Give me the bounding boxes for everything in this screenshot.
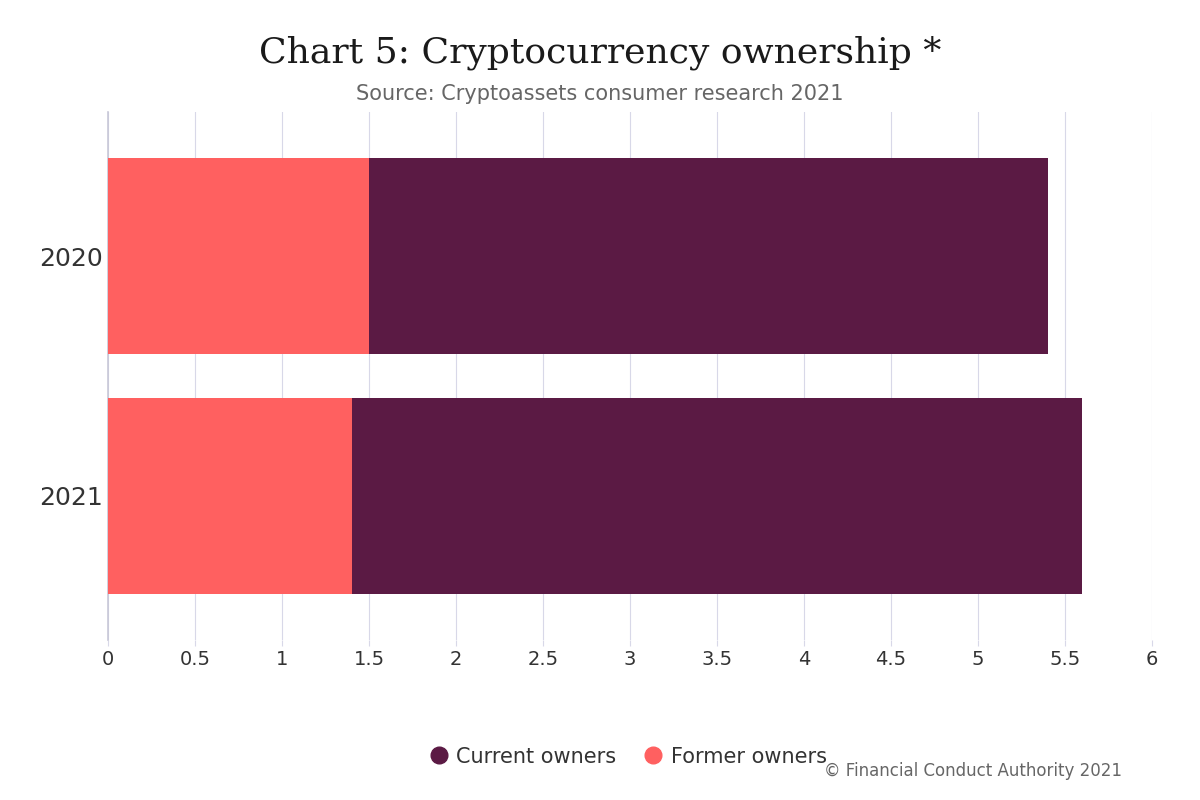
Text: © Financial Conduct Authority 2021: © Financial Conduct Authority 2021: [824, 762, 1122, 780]
Text: Chart 5: Cryptocurrency ownership *: Chart 5: Cryptocurrency ownership *: [259, 36, 941, 70]
Bar: [108, 158, 370, 354]
Legend: Current owners, Former owners: Current owners, Former owners: [433, 746, 827, 767]
Bar: [108, 398, 352, 594]
Bar: [370, 158, 1048, 354]
Text: Source: Cryptoassets consumer research 2021: Source: Cryptoassets consumer research 2…: [356, 84, 844, 104]
Bar: [352, 398, 1082, 594]
